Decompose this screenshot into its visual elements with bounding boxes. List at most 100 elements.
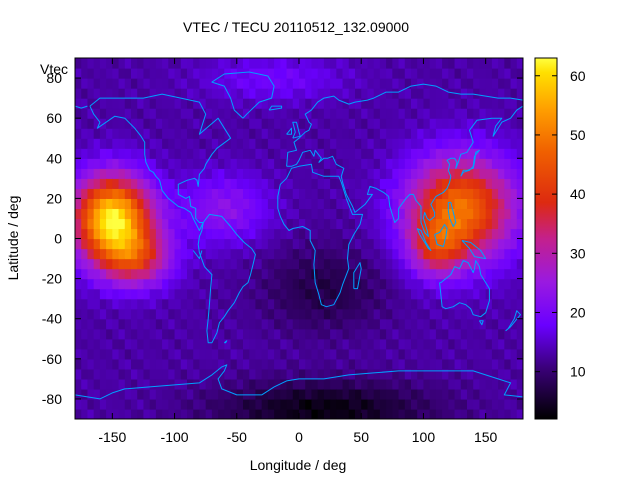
heatmap-cell	[286, 358, 294, 370]
heatmap-cell	[491, 158, 499, 169]
heatmap-cell	[230, 278, 238, 290]
heatmap-cell	[367, 138, 375, 149]
heatmap-cell	[137, 228, 145, 240]
heatmap-cell	[498, 408, 505, 419]
heatmap-cell	[311, 358, 319, 370]
heatmap-cell	[429, 308, 437, 320]
heatmap-cell	[454, 398, 462, 410]
heatmap-cell	[211, 58, 219, 69]
heatmap-cell	[323, 408, 331, 419]
heatmap-cell	[224, 168, 232, 179]
heatmap-cell	[485, 398, 493, 410]
heatmap-cell	[274, 208, 281, 220]
heatmap-cell	[435, 218, 443, 230]
heatmap-cell	[361, 198, 369, 210]
heatmap-cell	[143, 148, 151, 159]
heatmap-cell	[330, 238, 337, 250]
heatmap-cell	[460, 248, 468, 260]
heatmap-cell	[423, 338, 431, 350]
heatmap-cell	[361, 168, 369, 179]
heatmap-cell	[87, 288, 95, 300]
heatmap-cell	[106, 238, 113, 250]
heatmap-cell	[417, 408, 425, 419]
heatmap-cell	[386, 98, 393, 109]
heatmap-cell	[93, 108, 101, 119]
heatmap-cell	[137, 408, 145, 419]
heatmap-cell	[417, 318, 425, 330]
heatmap-cell	[423, 178, 431, 189]
heatmap-cell	[498, 258, 505, 270]
heatmap-cell	[498, 298, 505, 310]
heatmap-cell	[118, 388, 126, 400]
heatmap-cell	[199, 298, 207, 310]
heatmap-cell	[392, 118, 400, 129]
heatmap-cell	[249, 118, 257, 129]
heatmap-cell	[155, 318, 163, 330]
heatmap-cell	[305, 58, 313, 69]
heatmap-cell	[168, 228, 176, 240]
coastline	[461, 240, 487, 260]
heatmap-cell	[305, 158, 313, 169]
heatmap-cell	[155, 108, 163, 119]
heatmap-cell	[299, 188, 306, 199]
heatmap-cell	[311, 128, 319, 139]
heatmap-cell	[87, 318, 95, 330]
heatmap-cell	[168, 298, 176, 310]
heatmap-cell	[75, 98, 82, 109]
heatmap-cell	[162, 278, 169, 290]
heatmap-cell	[386, 138, 393, 149]
heatmap-cell	[479, 308, 487, 320]
heatmap-cell	[81, 378, 89, 390]
heatmap-cell	[174, 228, 182, 240]
coastline	[353, 262, 362, 290]
heatmap-cell	[286, 178, 294, 189]
heatmap-cell	[355, 408, 362, 419]
heatmap-cell	[155, 268, 163, 280]
heatmap-cell	[286, 338, 294, 350]
heatmap-cell	[211, 358, 219, 370]
heatmap-cell	[131, 208, 138, 220]
heatmap-cell	[75, 58, 82, 69]
heatmap-cell	[330, 328, 337, 340]
heatmap-cell	[460, 188, 468, 199]
heatmap-cell	[299, 78, 306, 89]
heatmap-cell	[417, 338, 425, 350]
heatmap-cell	[411, 288, 418, 300]
heatmap-cell	[317, 68, 325, 79]
heatmap-cell	[504, 108, 512, 119]
heatmap-cell	[323, 228, 331, 240]
heatmap-cell	[386, 348, 393, 360]
heatmap-cell	[485, 128, 493, 139]
heatmap-cell	[367, 298, 375, 310]
heatmap-cell	[504, 78, 512, 89]
heatmap-cell	[417, 368, 425, 380]
heatmap-cell	[286, 198, 294, 210]
heatmap-cell	[124, 188, 132, 199]
heatmap-cell	[106, 178, 113, 189]
heatmap-cell	[236, 338, 244, 350]
heatmap-cell	[218, 408, 225, 419]
heatmap-cell	[479, 188, 487, 199]
heatmap-cell	[211, 398, 219, 410]
heatmap-cell	[149, 298, 157, 310]
heatmap-cell	[398, 248, 406, 260]
heatmap-cell	[411, 108, 418, 119]
heatmap-cell	[267, 68, 275, 79]
heatmap-cell	[355, 98, 362, 109]
heatmap-cell	[280, 68, 288, 79]
heatmap-cell	[392, 88, 400, 99]
heatmap-cell	[99, 128, 107, 139]
heatmap-cell	[93, 398, 101, 410]
heatmap-cell	[423, 208, 431, 220]
heatmap-cell	[168, 168, 176, 179]
heatmap-cell	[392, 368, 400, 380]
heatmap-cell	[236, 318, 244, 330]
heatmap-cell	[485, 158, 493, 169]
heatmap-cell	[187, 88, 194, 99]
heatmap-cell	[106, 288, 113, 300]
heatmap-cell	[467, 368, 474, 380]
heatmap-cell	[280, 378, 288, 390]
heatmap-cell	[423, 98, 431, 109]
heatmap-cell	[473, 58, 481, 69]
heatmap-cell	[411, 368, 418, 380]
